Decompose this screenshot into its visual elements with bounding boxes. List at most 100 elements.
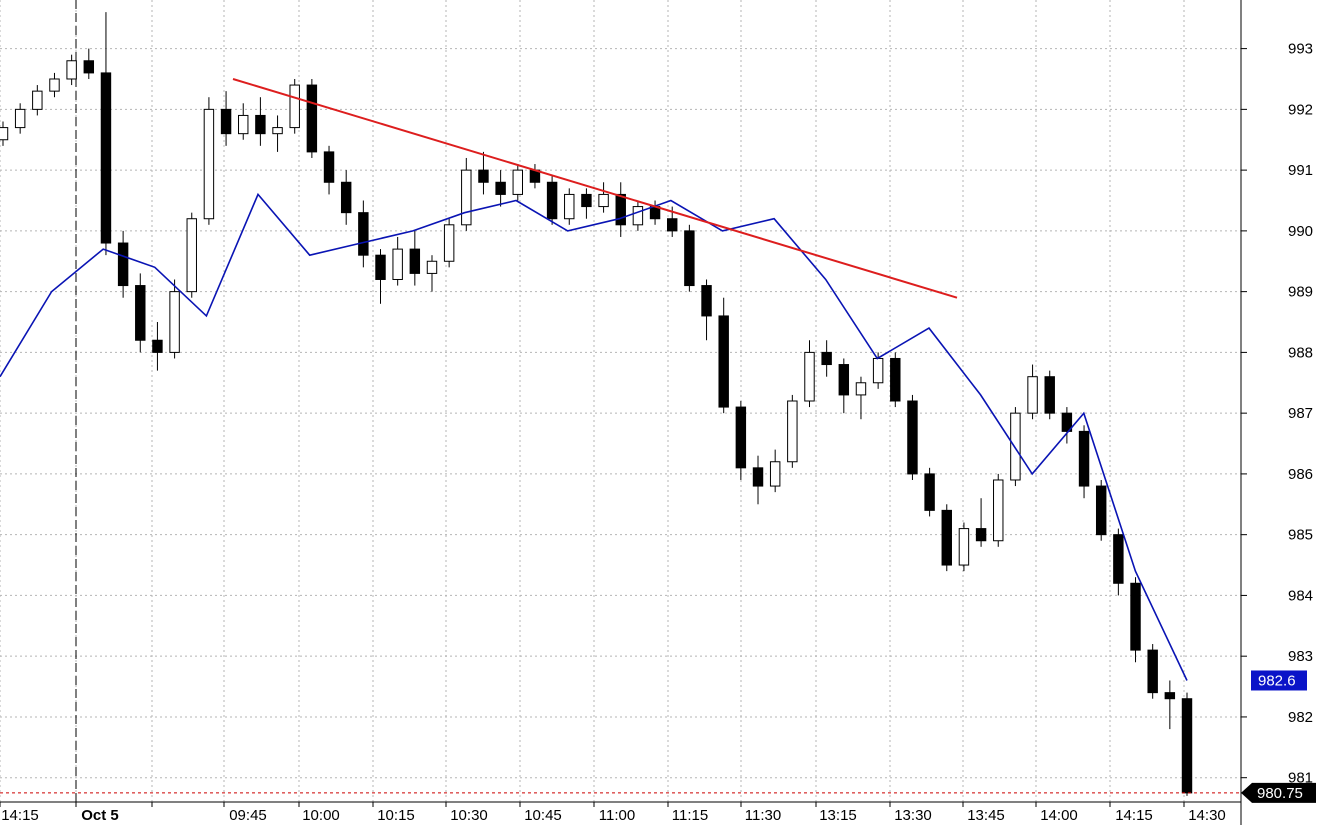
candle-body <box>340 181 352 214</box>
y-tick-label: 982 <box>1288 709 1313 726</box>
candle-body <box>152 339 163 353</box>
x-axis: 14:15 Oct 5 09:45 10:00 10:15 10:30 10:45 11:00… <box>0 802 1226 824</box>
candle-body <box>220 108 232 135</box>
line-series <box>0 192 1188 681</box>
candle-body <box>169 291 180 353</box>
grid <box>0 0 1241 802</box>
candle-body <box>306 84 318 153</box>
candle-body <box>238 114 249 135</box>
x-tick-label: 09:45 <box>229 807 267 824</box>
candle-body <box>666 218 678 232</box>
x-tick-label: Oct 5 <box>81 807 119 824</box>
candle-body <box>289 84 300 129</box>
candle-body <box>1044 376 1055 414</box>
trendline[interactable] <box>232 78 958 299</box>
y-tick-label: 989 <box>1288 284 1313 301</box>
x-tick-label: 10:00 <box>302 807 340 824</box>
candle-body <box>924 473 935 511</box>
x-tick-label: 11:30 <box>745 807 781 824</box>
x-tick-label: 11:15 <box>672 807 708 824</box>
candle-body <box>701 285 712 317</box>
candle-body <box>1078 430 1090 487</box>
candle-body <box>804 351 815 402</box>
candlestick-series <box>0 12 1193 796</box>
x-tick-label: 14:30 <box>1188 807 1226 824</box>
candle-body <box>409 248 421 274</box>
candle-body <box>821 351 832 366</box>
candle-body <box>735 406 747 469</box>
candle-body <box>975 528 987 542</box>
candle-body <box>186 218 197 293</box>
x-tick-label: 10:45 <box>524 807 562 824</box>
candle-body <box>546 181 558 220</box>
x-tick-label: 11:00 <box>599 807 635 824</box>
candle-body <box>718 315 729 408</box>
candle-body <box>203 108 215 220</box>
candle-body <box>461 169 472 226</box>
x-tick-label: 13:45 <box>967 807 1005 824</box>
candle-body <box>1181 698 1193 794</box>
candle-body <box>443 224 455 262</box>
candle-body <box>66 60 77 80</box>
candle-body <box>323 151 335 183</box>
candle-body <box>375 254 386 280</box>
y-tick-label: 984 <box>1288 587 1313 604</box>
candle-body <box>855 382 867 396</box>
candle-body <box>358 212 369 256</box>
line-value-tag-box <box>1251 670 1307 691</box>
candle-body <box>890 357 901 402</box>
x-tick-label: 14:15 <box>1 807 39 824</box>
last-price-tag: 980.75 <box>1241 782 1316 803</box>
candle-body <box>495 181 506 195</box>
candle-body <box>135 285 146 341</box>
candle-body <box>872 357 884 384</box>
line-value-tag: 982.6 <box>1251 670 1307 691</box>
x-tick-label: 14:00 <box>1040 807 1078 824</box>
candle-body <box>1130 582 1141 651</box>
candle-body <box>0 127 9 141</box>
candle-body <box>958 528 970 566</box>
candle-body <box>684 230 695 287</box>
x-tick-label: 14:15 <box>1115 807 1153 824</box>
y-tick-label: 986 <box>1288 466 1313 483</box>
candle-body <box>615 193 626 226</box>
candle-body <box>993 479 1004 542</box>
y-axis: 981 982 983 984 985 986 987 988 989 990 991 992 993 <box>1241 41 1313 787</box>
y-tick-label: 992 <box>1288 101 1313 118</box>
candle-body <box>581 193 592 208</box>
candle-body <box>478 169 489 183</box>
candle-body <box>752 467 764 487</box>
candle-body <box>838 364 850 396</box>
candle-body <box>1095 485 1107 536</box>
x-tick-label: 13:30 <box>894 807 932 824</box>
last-price-tag-text: 980.75 <box>1257 785 1303 802</box>
candle-body <box>83 60 95 74</box>
candle-body <box>32 90 43 110</box>
last-price-tag-box <box>1241 782 1316 803</box>
candle-body <box>598 193 609 208</box>
candle-body <box>512 169 524 195</box>
candle-body <box>941 509 952 566</box>
candle-body <box>1164 692 1176 700</box>
candle-body <box>392 248 403 280</box>
candle-body <box>49 78 60 92</box>
line-value-tag-text: 982.6 <box>1258 672 1296 689</box>
y-tick-label: 990 <box>1288 223 1313 240</box>
x-tick-label: 13:15 <box>819 807 857 824</box>
y-tick-label: 981 <box>1288 770 1313 787</box>
candle-body <box>632 206 644 226</box>
candle-body <box>255 114 266 135</box>
candle-body <box>787 400 798 463</box>
y-tick-label: 983 <box>1288 648 1313 665</box>
candle-body <box>1113 534 1124 584</box>
candle-body <box>117 242 129 287</box>
candle-body <box>769 461 781 487</box>
y-tick-label: 988 <box>1288 344 1313 361</box>
x-tick-label: 10:15 <box>377 807 415 824</box>
candle-body <box>1061 412 1073 432</box>
candle-body <box>907 400 918 475</box>
candle-body <box>426 260 438 274</box>
candle-body <box>1010 412 1021 481</box>
y-tick-label: 985 <box>1288 527 1313 544</box>
